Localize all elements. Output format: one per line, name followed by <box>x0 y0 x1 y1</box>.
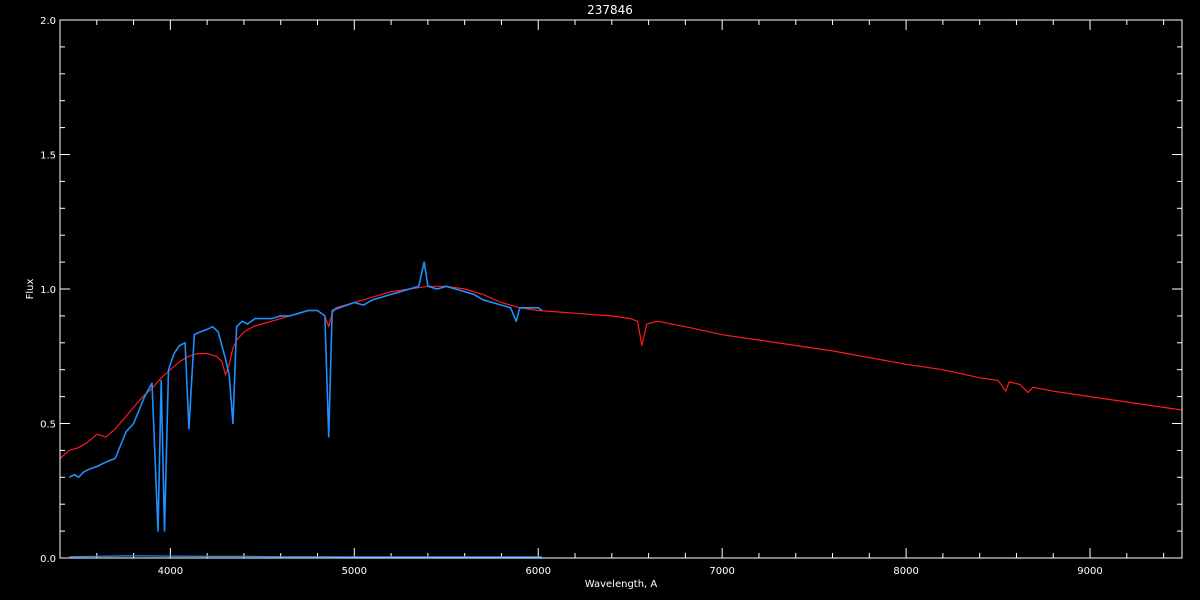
x-tick-label: 5000 <box>342 566 367 577</box>
axis-ticks: 4000 5000 6000 7000 8000 9000 0.0 0.5 1.0 1.5 2.0 <box>40 16 1182 577</box>
series-line-3 <box>69 555 542 558</box>
series-group <box>59 261 1183 558</box>
series-line-2 <box>68 261 543 532</box>
chart-title: 237846 <box>587 3 633 17</box>
y-tick-label: 0.5 <box>40 420 56 431</box>
x-axis-label: Wavelength, A <box>585 579 658 590</box>
x-tick-label: 8000 <box>893 566 918 577</box>
x-tick-label: 7000 <box>709 566 734 577</box>
y-axis-label: Flux <box>25 279 36 300</box>
y-tick-label: 2.0 <box>40 16 56 27</box>
y-tick-label: 1.0 <box>40 285 56 296</box>
series-line-1 <box>59 285 1183 459</box>
x-tick-label: 9000 <box>1077 566 1102 577</box>
x-tick-label: 6000 <box>526 566 551 577</box>
x-tick-label: 4000 <box>158 566 183 577</box>
plot-frame <box>59 19 1183 559</box>
y-tick-label: 0.0 <box>40 554 56 565</box>
y-tick-label: 1.5 <box>40 151 56 162</box>
